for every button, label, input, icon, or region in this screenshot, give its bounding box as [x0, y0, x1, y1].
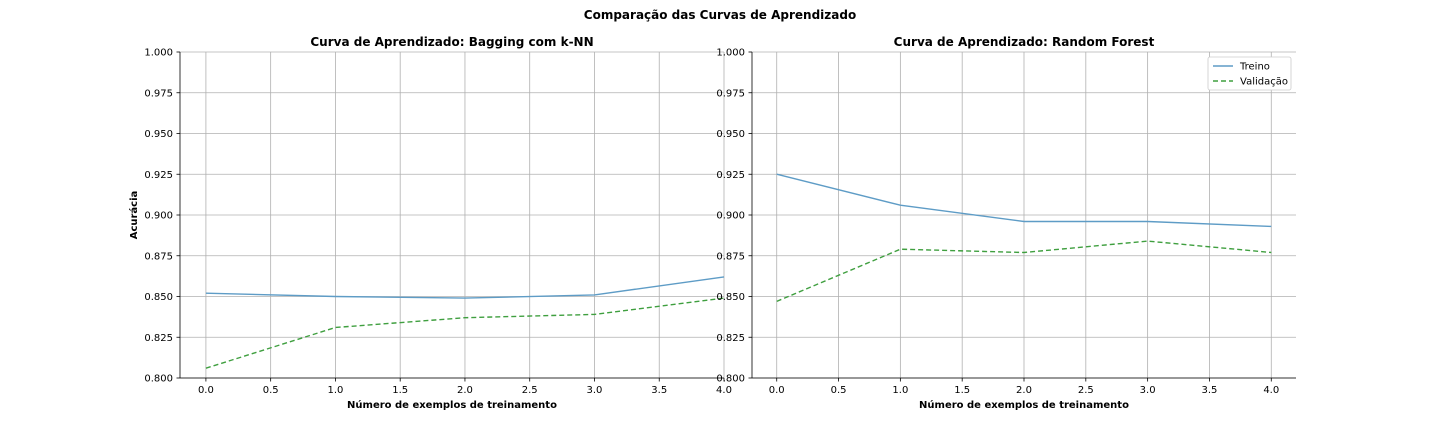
y-tick-label: 0.875: [716, 251, 745, 262]
axes: 0.0 0.5 1.0 1.5 2.0 2.5 3.0 3.5 4.0 0.800 0.825 0.8…: [144, 48, 732, 397]
legend-label-validacao: Validação: [1240, 77, 1288, 88]
x-tick-label: 0.5: [263, 385, 279, 396]
x-tick-label: 0.5: [831, 385, 847, 396]
y-tick-label: 0.800: [716, 374, 745, 385]
x-axis-label: Número de exemplos de treinamento: [919, 399, 1129, 411]
x-tick-label: 4.0: [716, 385, 732, 396]
series-layer: [776, 173, 1272, 303]
y-tick-label: 0.825: [716, 333, 745, 344]
y-tick-label: 0.975: [144, 88, 173, 99]
y-tick-label: 0.925: [144, 170, 173, 181]
x-axis-label: Número de exemplos de treinamento: [347, 399, 557, 411]
y-tick-label: 0.900: [144, 211, 173, 222]
y-tick-label: 0.900: [716, 211, 745, 222]
subplot-bagging-knn: Curva de Aprendizado: Bagging com k-NN 0…: [128, 35, 732, 411]
series-line-validacao: [205, 297, 725, 369]
x-tick-label: 2.0: [457, 385, 473, 396]
legend-box: [1207, 56, 1292, 91]
y-tick-label: 0.950: [144, 129, 173, 140]
x-tick-label: 2.0: [1016, 385, 1032, 396]
axes: 0.0 0.5 1.0 1.5 2.0 2.5 3.0 3.5 4.00.8000.8250.8…: [716, 48, 1296, 396]
y-tick-label: 1.000: [144, 48, 173, 59]
y-tick-label: 0.800: [144, 374, 173, 385]
x-tick-label: 3.5: [1202, 385, 1218, 396]
x-tick-label: 1.5: [392, 385, 408, 396]
grid: [180, 51, 725, 379]
x-tick-label: 3.0: [587, 385, 603, 396]
subplot-title: Curva de Aprendizado: Bagging com k-NN: [310, 35, 593, 49]
x-tick-label: 4.0: [1263, 385, 1279, 396]
series-line-treino: [205, 276, 725, 299]
x-tick-label: 2.5: [1078, 385, 1094, 396]
x-tick-label: 1.0: [327, 385, 343, 396]
figure-suptitle: Comparação das Curvas de Aprendizado: [584, 8, 856, 22]
y-tick-label: 0.925: [716, 170, 745, 181]
legend-label-treino: Treino: [1239, 62, 1270, 73]
subplot-random-forest: Curva de Aprendizado: Random Forest 0.0 0…: [716, 35, 1296, 411]
y-axis-label: Acurácia: [128, 191, 140, 240]
y-tick-label: 0.825: [144, 333, 173, 344]
grid: [752, 51, 1296, 379]
series-layer: [205, 276, 725, 369]
y-tick-label: 0.875: [144, 251, 173, 262]
y-tick-label: 0.850: [716, 292, 745, 303]
x-tick-label: 2.5: [522, 385, 538, 396]
x-tick-label: 3.0: [1140, 385, 1156, 396]
x-tick-label: 0.0: [769, 385, 785, 396]
y-tick-label: 0.975: [716, 88, 745, 99]
y-tick-label: 0.950: [716, 129, 745, 140]
y-tick-label: 1.000: [716, 48, 745, 59]
x-tick-label: 1.0: [892, 385, 908, 396]
y-tick-label: 0.850: [144, 292, 173, 303]
series-line-treino: [776, 173, 1272, 228]
x-tick-label: 1.5: [954, 385, 970, 396]
x-tick-label: 0.0: [198, 385, 214, 396]
subplot-title: Curva de Aprendizado: Random Forest: [894, 35, 1155, 49]
legend: Treino Validação: [1207, 56, 1292, 91]
x-tick-label: 3.5: [651, 385, 667, 396]
